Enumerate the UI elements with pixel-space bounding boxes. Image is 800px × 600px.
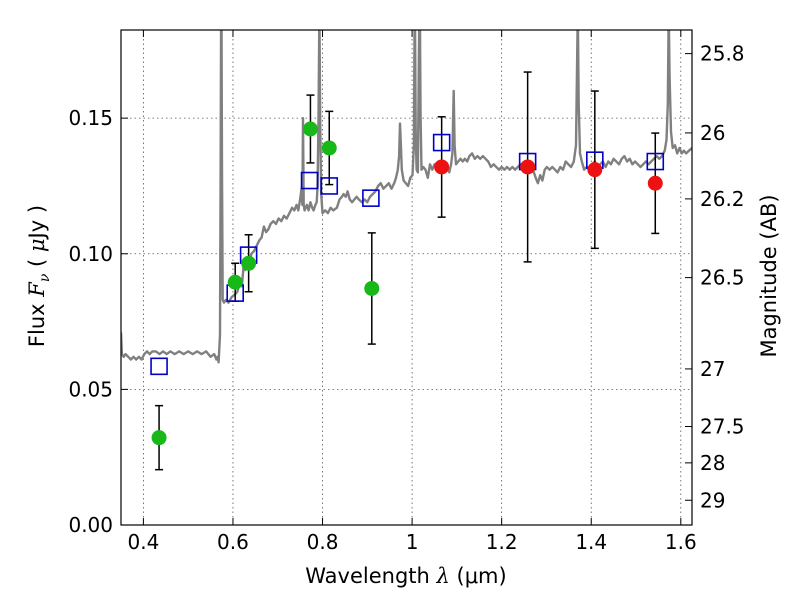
y-axis-label: Flux Fν ( μJy ) xyxy=(25,205,53,347)
model-square-marker xyxy=(432,133,451,152)
right-tick-label: 26.2 xyxy=(700,187,745,211)
optical-data-point xyxy=(151,430,167,446)
x-tick-label: 0.4 xyxy=(127,530,159,554)
nir-data-point xyxy=(647,175,663,191)
optical-data-point xyxy=(227,274,243,290)
model-square-marker xyxy=(150,357,168,376)
y-tick-label: 0.15 xyxy=(68,106,113,130)
right-tick-label: 25.8 xyxy=(700,42,745,66)
model-square-marker xyxy=(320,177,339,195)
model-square-marker xyxy=(362,189,380,207)
right-axis-label: Magnitude (AB) xyxy=(757,194,781,357)
optical-data-point xyxy=(321,140,337,156)
y-tick-label: 0.10 xyxy=(68,242,113,266)
right-tick-label: 26.5 xyxy=(700,266,745,290)
axis-ticks: 0.4 0.6 0.8 1 1.2 1.4 1.6 0.00 0.05 0.10 0.15 25.8 2… xyxy=(68,30,745,554)
y-tick-label: 0.05 xyxy=(68,377,113,401)
x-tick-label: 1 xyxy=(406,530,419,554)
right-tick-label: 28 xyxy=(700,451,725,475)
optical-data-point xyxy=(364,280,380,296)
x-axis-label: Wavelength λ (μm) xyxy=(305,564,506,588)
right-tick-label: 27.5 xyxy=(700,415,745,439)
x-tick-label: 0.8 xyxy=(307,530,339,554)
optical-data-point xyxy=(241,255,257,271)
photometry-markers xyxy=(150,121,665,446)
right-tick-label: 27 xyxy=(700,357,725,381)
x-tick-label: 0.6 xyxy=(217,530,249,554)
nir-data-point xyxy=(520,159,536,175)
right-tick-label: 26 xyxy=(700,121,725,145)
y-tick-label: 0.00 xyxy=(68,513,113,537)
nir-data-point xyxy=(434,159,450,175)
x-tick-label: 1.6 xyxy=(665,530,697,554)
model-square-marker xyxy=(646,152,665,171)
x-tick-label: 1.4 xyxy=(575,530,607,554)
x-tick-label: 1.2 xyxy=(486,530,518,554)
optical-data-point xyxy=(302,121,318,137)
nir-data-point xyxy=(587,162,603,178)
model-square-marker xyxy=(300,171,319,190)
right-tick-label: 29 xyxy=(700,488,725,512)
